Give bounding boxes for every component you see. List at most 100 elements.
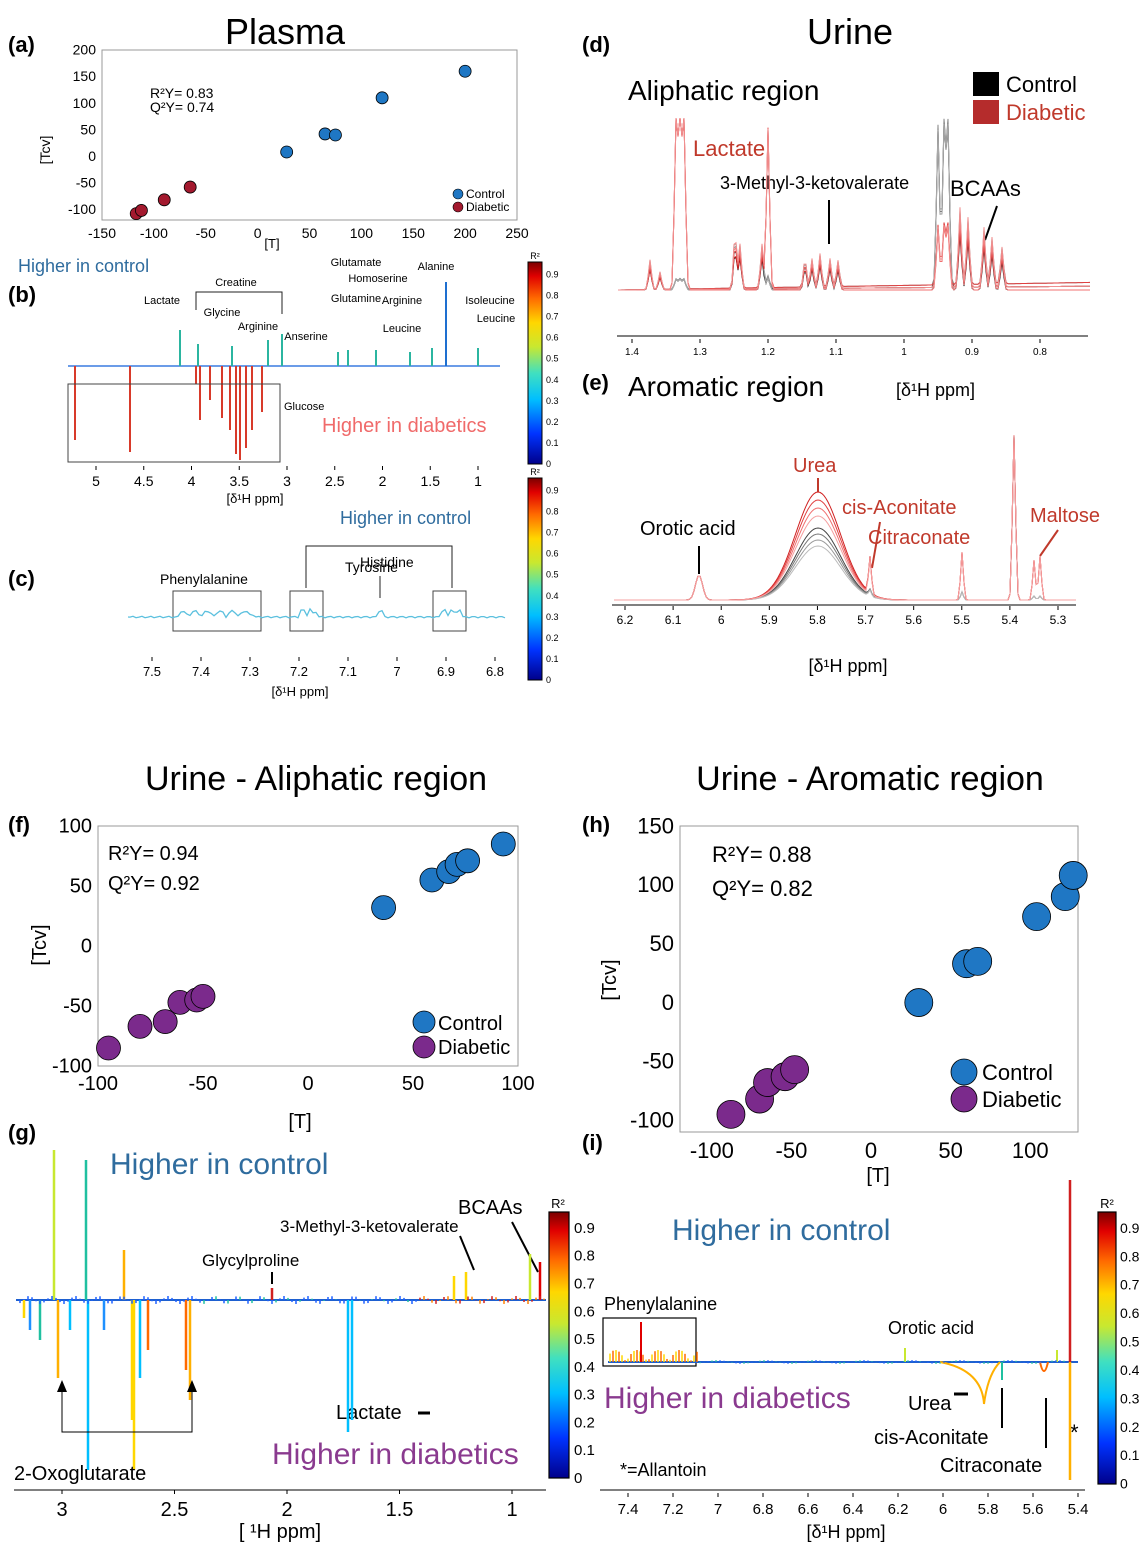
xtick-label: 5 <box>92 473 100 489</box>
plot-d-region: Aliphatic region <box>628 75 819 106</box>
plot-a-point-control-0 <box>280 145 294 159</box>
plot-d-label-3m3kv: 3-Methyl-3-ketovalerate <box>720 173 909 193</box>
colorbar-tick: 0 <box>546 675 551 685</box>
plot-e-label-orotic: Orotic acid <box>640 518 736 540</box>
colorbar-tick: 0.8 <box>574 1248 595 1265</box>
xtick-label: 2 <box>281 1499 292 1521</box>
plot-b-label-glucose: Glucose <box>284 401 324 413</box>
plot-b-creatine-bracket <box>195 291 283 314</box>
panel-label-i: (i) <box>582 1130 603 1155</box>
plot-a-legend-diabetic: Diabetic <box>466 200 509 214</box>
plot-b-label-arginine: Arginine <box>238 321 278 333</box>
panel-label-d: (d) <box>582 32 610 57</box>
plot-b-label-arginine: Arginine <box>382 295 422 307</box>
plot-e: Aromatic region [δ¹H ppm] Orotic acid Ur… <box>612 371 1100 676</box>
colorbar-tick: 0.7 <box>1120 1277 1140 1293</box>
plot-h-point-diabetic-0 <box>716 1099 746 1129</box>
xtick-label: 5.8 <box>809 613 826 627</box>
colorbar-tick: 0.3 <box>546 612 559 622</box>
title-urine-aliphatic: Urine - Aliphatic region <box>145 760 487 798</box>
plot-e-traces <box>614 434 1076 601</box>
plot-i: Higher in control Higher in diabetics Ph… <box>600 1180 1088 1542</box>
plot-f-legend-control: Control <box>438 1013 502 1035</box>
plot-i-label-cisaconitate: cis-Aconitate <box>874 1427 989 1449</box>
title-plasma: Plasma <box>225 11 346 52</box>
xtick-label: 6.6 <box>798 1501 819 1518</box>
xtick-label: 5.6 <box>905 613 922 627</box>
plot-h-ytick: -50 <box>642 1049 674 1074</box>
xtick-label: 5.7 <box>857 613 874 627</box>
colorbar-tick: 0.7 <box>546 312 559 322</box>
plot-f-xtick: -50 <box>189 1073 218 1095</box>
colorbar-tick: 0.2 <box>1120 1419 1140 1435</box>
plot-g-label-glycylproline: Glycylproline <box>202 1251 299 1270</box>
plot-a-xtick: 50 <box>302 225 318 241</box>
plot-f-point-diabetic-2 <box>152 1009 178 1034</box>
colorbar-tick: 0.5 <box>546 570 559 580</box>
panel-label-e: (e) <box>582 370 609 395</box>
plot-a-point-control-2 <box>329 128 342 142</box>
xtick-label: 5.4 <box>1068 1501 1089 1518</box>
plot-e-cisaconitate-pointer <box>871 521 881 569</box>
plot-d-legend-diabetic: Diabetic <box>1006 100 1085 125</box>
plot-a-r2: R²Y= 0.83 <box>150 85 214 101</box>
xtick-label: 6.8 <box>486 664 504 679</box>
plot-b-label-leucine: Leucine <box>477 313 516 325</box>
colorbar-tick: 0.2 <box>546 417 559 427</box>
plot-g-label-3m3kv: 3-Methyl-3-ketovalerate <box>280 1217 459 1236</box>
plot-a-xtick: -100 <box>140 225 168 241</box>
plot-c-tyrosine-bracket <box>305 545 453 588</box>
colorbar-tick: 0.9 <box>546 486 559 496</box>
plot-i-star: * <box>1070 1420 1079 1445</box>
plot-g: Higher in control Higher in diabetics BC… <box>14 1148 546 1543</box>
plot-f-legend-diabetic-marker <box>412 1035 436 1059</box>
colorbar-tick: 0 <box>574 1470 582 1487</box>
plot-f-r2: R²Y= 0.94 <box>108 843 199 865</box>
plot-i-trace <box>608 1180 1078 1480</box>
xtick-label: 6.1 <box>665 613 682 627</box>
plot-d-trace <box>618 117 1090 291</box>
xtick-label: 3 <box>56 1499 67 1521</box>
plot-f-ytick: 100 <box>59 816 92 838</box>
plot-e-xlabel-top: [δ¹H ppm] <box>896 380 975 400</box>
colorbar-c-bar <box>527 477 543 681</box>
colorbar-tick: 0.7 <box>546 528 559 538</box>
plot-f-xlabel: [T] <box>288 1111 311 1133</box>
plot-h-legend-diabetic: Diabetic <box>982 1087 1061 1112</box>
plot-d-legend-control: Control <box>1006 72 1077 97</box>
plot-h-point-diabetic-4 <box>780 1055 810 1085</box>
colorbar-tick: 0.4 <box>546 375 559 385</box>
colorbar-b-label: R² <box>530 251 540 261</box>
plot-f-point-diabetic-0 <box>96 1035 121 1061</box>
xtick-label: 1.4 <box>625 347 639 358</box>
xtick-label: 4.5 <box>134 473 154 489</box>
plot-h-xlabel: [T] <box>866 1165 889 1187</box>
plot-d-trace <box>618 118 1091 291</box>
plot-e-label-citraconate: Citraconate <box>868 527 970 549</box>
plot-g-label-oxoglutarate: 2-Oxoglutarate <box>14 1463 146 1485</box>
plot-h-xtick: 50 <box>938 1138 962 1163</box>
xtick-label: 1 <box>506 1499 517 1521</box>
plot-i-label-urea: Urea <box>908 1393 952 1415</box>
plot-a-point-control-3 <box>375 91 389 105</box>
xtick-label: 2 <box>379 473 387 489</box>
colorbar-tick: 0.6 <box>546 549 559 559</box>
xtick-label: 7.4 <box>618 1501 639 1518</box>
plot-f-q2: Q²Y= 0.92 <box>108 873 200 895</box>
plot-g-xlabel: [ ¹H ppm] <box>239 1521 321 1543</box>
colorbar-i: R² 0.9 0.8 0.7 0.6 0.5 0.4 0.3 0.2 0.1 0 <box>1097 1196 1140 1492</box>
colorbar-tick: 0.9 <box>1120 1220 1140 1236</box>
plot-a-xtick: 150 <box>402 225 426 241</box>
xtick-label: 4 <box>188 473 196 489</box>
xtick-label: 1.5 <box>421 473 441 489</box>
xtick-label: 5.4 <box>1002 613 1019 627</box>
xtick-label: 0.8 <box>1033 347 1047 358</box>
colorbar-tick: 0.3 <box>1120 1390 1140 1406</box>
panel-label-f: (f) <box>8 812 30 837</box>
xtick-label: 5.9 <box>761 613 778 627</box>
plot-i-footnote: *=Allantoin <box>620 1460 707 1480</box>
colorbar-tick: 0.2 <box>574 1414 595 1431</box>
plot-h-ytick: 150 <box>637 813 674 838</box>
plot-d-trace <box>618 123 1090 291</box>
plot-d-trace <box>618 117 1090 291</box>
